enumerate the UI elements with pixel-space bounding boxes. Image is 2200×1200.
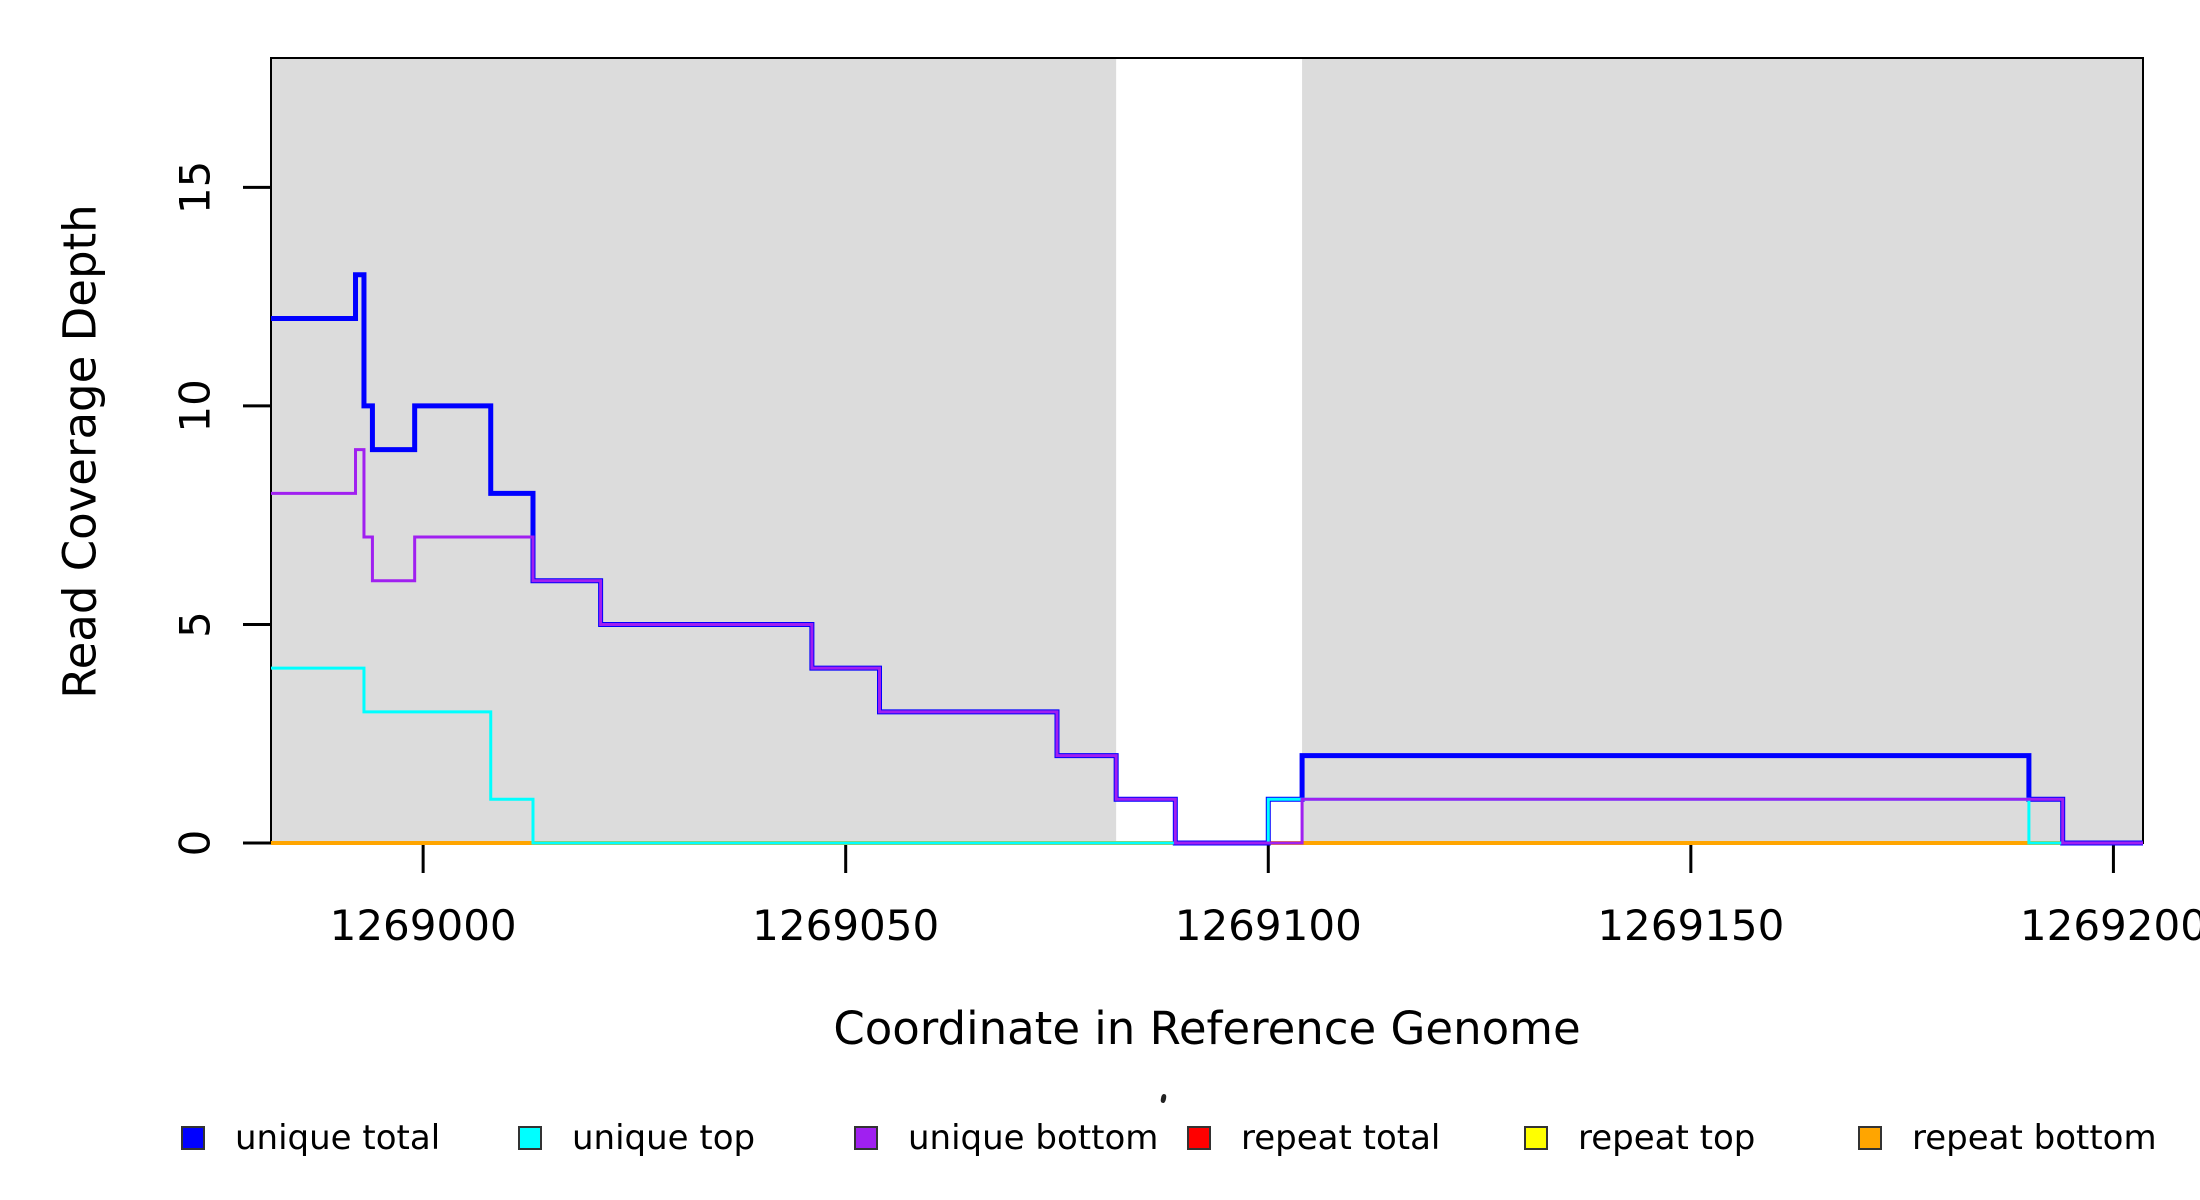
series-line-unique-top	[271, 666, 2143, 845]
legend-item-repeat-top: repeat top	[1524, 1118, 1755, 1158]
legend-swatch	[181, 1126, 205, 1150]
legend-swatch	[518, 1126, 542, 1150]
legend-label: unique top	[572, 1118, 756, 1158]
legend-swatch	[1858, 1126, 1882, 1150]
legend-swatch	[1524, 1126, 1548, 1150]
legend-item-repeat-bottom: repeat bottom	[1858, 1118, 2157, 1158]
x-axis-title: Coordinate in Reference Genome	[833, 1002, 1581, 1055]
legend-label: repeat top	[1578, 1118, 1756, 1158]
y-tick-label: 10	[171, 379, 220, 432]
x-tick-label: 1269000	[330, 901, 517, 950]
legend-label: repeat total	[1241, 1118, 1441, 1158]
x-tick-label: 1269200	[2020, 901, 2200, 950]
y-tick-label: 5	[171, 611, 220, 638]
legend-item-repeat-total: repeat total	[1187, 1118, 1440, 1158]
legend-item-unique-total: unique total	[181, 1118, 440, 1158]
legend-label: repeat bottom	[1912, 1118, 2157, 1158]
legend-swatch	[854, 1126, 878, 1150]
y-axis-title: Read Coverage Depth	[53, 204, 107, 699]
x-tick-label: 1269050	[752, 901, 939, 950]
y-tick-label: 0	[171, 830, 220, 857]
legend-label: unique total	[235, 1118, 441, 1158]
shaded-region-2	[1302, 58, 2143, 843]
series-line-unique-bottom	[271, 448, 2143, 845]
legend-label: unique bottom	[908, 1118, 1159, 1158]
x-tick-label: 1269100	[1175, 901, 1362, 950]
x-tick-label: 1269150	[1597, 901, 1784, 950]
legend-item-unique-bottom: unique bottom	[854, 1118, 1158, 1158]
legend-swatch	[1187, 1126, 1211, 1150]
legend-item-unique-top: unique top	[518, 1118, 755, 1158]
y-tick-label: 15	[171, 161, 220, 214]
